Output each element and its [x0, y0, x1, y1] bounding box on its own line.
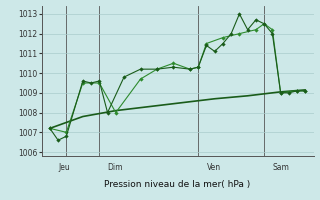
Text: Pression niveau de la mer( hPa ): Pression niveau de la mer( hPa )	[104, 180, 251, 189]
Text: Jeu: Jeu	[58, 163, 70, 172]
Text: Sam: Sam	[272, 163, 289, 172]
Text: Dim: Dim	[108, 163, 123, 172]
Text: Ven: Ven	[206, 163, 220, 172]
